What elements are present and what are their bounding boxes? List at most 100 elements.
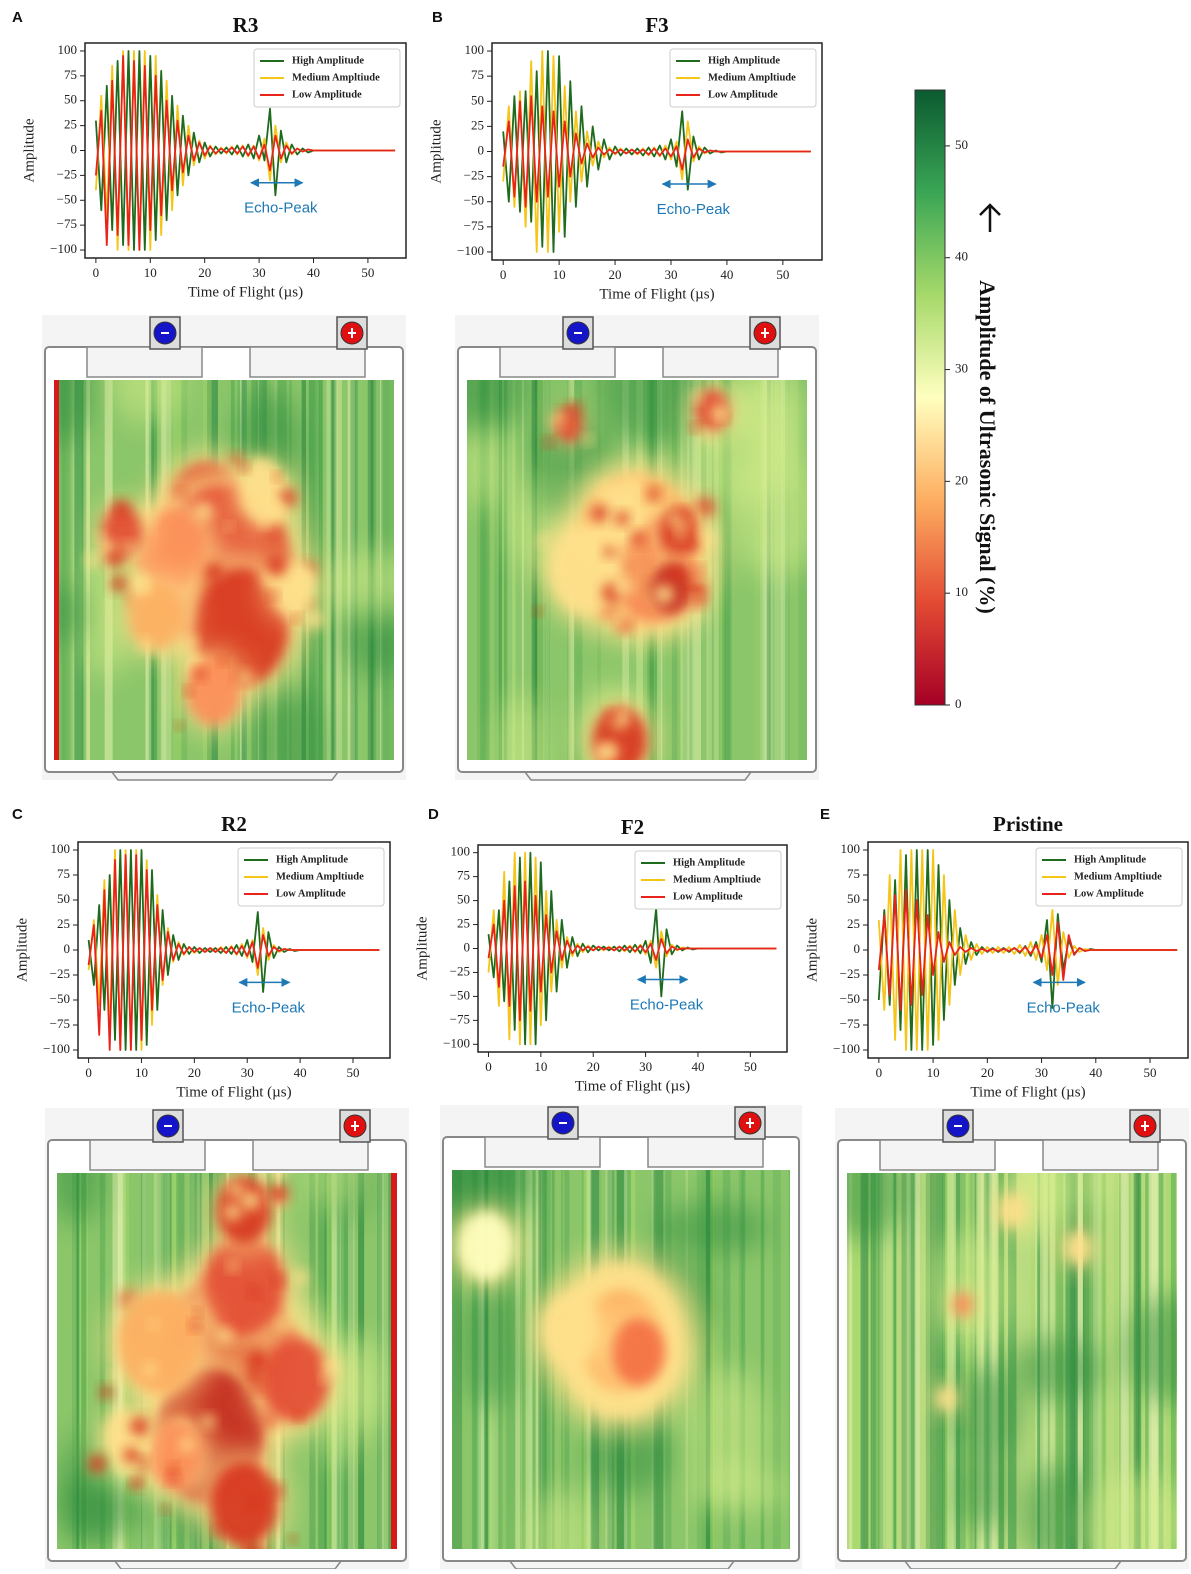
- legend-label: High Amplitude: [708, 55, 780, 66]
- x-tick-label: 30: [664, 267, 677, 282]
- y-tick-label: 100: [465, 42, 485, 57]
- speck: [130, 1417, 149, 1436]
- speck: [240, 463, 249, 472]
- x-tick-label: 10: [927, 1065, 940, 1080]
- speck: [599, 483, 610, 494]
- x-tick-label: 10: [144, 265, 157, 280]
- speck: [577, 534, 598, 555]
- x-tick-label: 0: [85, 1065, 92, 1080]
- x-tick-label: 40: [691, 1059, 704, 1074]
- y-tick-label: 50: [847, 891, 860, 906]
- speck: [266, 555, 287, 576]
- blob: [1065, 1232, 1091, 1265]
- heatmap: [25, 320, 424, 803]
- y-tick-label: 25: [64, 117, 77, 132]
- y-tick-label: −25: [464, 168, 484, 183]
- speck: [711, 405, 729, 423]
- heatmap: [819, 1136, 1191, 1569]
- blob: [953, 1292, 973, 1317]
- y-tick-label: 50: [57, 891, 70, 906]
- speck: [677, 509, 691, 523]
- x-tick-label: 20: [609, 267, 622, 282]
- panel-letter: A: [12, 9, 23, 26]
- speck: [194, 668, 206, 680]
- y-tick-label: 50: [457, 892, 470, 907]
- speck: [568, 403, 581, 416]
- chart-title: F3: [645, 13, 668, 37]
- speck: [293, 567, 314, 588]
- x-tick-label: 50: [1144, 1065, 1157, 1080]
- y-tick-label: −100: [457, 243, 484, 258]
- speck: [249, 1287, 259, 1297]
- y-tick-label: −75: [464, 218, 484, 233]
- shade: [462, 422, 510, 511]
- legend-label: Medium Ampltiude: [292, 72, 380, 83]
- speck: [132, 1473, 144, 1485]
- speck: [606, 711, 618, 723]
- speck: [615, 512, 629, 526]
- edge-strip: [54, 380, 59, 760]
- blob: [543, 1295, 597, 1363]
- blob: [118, 1291, 200, 1393]
- speck: [194, 1309, 201, 1316]
- y-tick-label: 0: [478, 142, 485, 157]
- shade: [495, 694, 547, 818]
- y-tick-label: 25: [847, 916, 860, 931]
- x-tick-label: 0: [500, 267, 507, 282]
- speck: [112, 500, 130, 518]
- speck: [701, 430, 712, 441]
- x-tick-label: 50: [361, 265, 374, 280]
- x-tick-label: 30: [1035, 1065, 1048, 1080]
- speck: [534, 607, 542, 615]
- legend-label: Medium Ampltiude: [1074, 871, 1162, 882]
- speck: [544, 438, 553, 447]
- x-tick-label: 50: [346, 1065, 359, 1080]
- y-tick-label: −100: [43, 1041, 70, 1056]
- battery-tab: [90, 1140, 205, 1170]
- stripe: [532, 1170, 536, 1549]
- edge-strip: [391, 1173, 397, 1549]
- speck: [218, 1328, 232, 1342]
- stripe: [907, 1173, 911, 1549]
- speck: [241, 1191, 261, 1211]
- speck: [176, 489, 186, 499]
- speck: [247, 1496, 260, 1509]
- battery-tab: [648, 1137, 763, 1167]
- y-tick-label: 50: [471, 92, 484, 107]
- speck: [252, 1383, 263, 1394]
- y-axis-label: Amplitude: [428, 119, 444, 184]
- y-axis-label: Amplitude: [804, 918, 820, 983]
- y-axis-label: Amplitude: [414, 916, 430, 981]
- y-tick-label: −50: [450, 987, 470, 1002]
- speck: [615, 616, 627, 628]
- speck: [226, 523, 233, 530]
- y-tick-label: −100: [833, 1041, 860, 1056]
- speck: [273, 473, 281, 481]
- y-tick-label: 0: [854, 941, 861, 956]
- annotation: Echo-Peak: [630, 997, 704, 1014]
- panel-letter: B: [432, 9, 443, 26]
- legend-label: High Amplitude: [292, 55, 364, 66]
- speck: [654, 584, 674, 604]
- blob: [936, 1386, 956, 1411]
- speck: [268, 1184, 288, 1204]
- chart-title: R3: [233, 13, 259, 37]
- stripe: [317, 380, 319, 760]
- stripe: [326, 380, 330, 760]
- legend-label: Low Amplitude: [708, 89, 778, 100]
- y-axis-label: Amplitude: [21, 118, 37, 183]
- battery-tab: [1043, 1140, 1158, 1170]
- annotation: Echo-Peak: [657, 201, 731, 218]
- speck: [260, 521, 268, 529]
- shade: [655, 1202, 769, 1254]
- speck: [110, 575, 127, 592]
- colorbar-tick-label: 10: [955, 584, 968, 599]
- heatmap: [49, 1133, 397, 1562]
- x-tick-label: 40: [1089, 1065, 1102, 1080]
- y-tick-label: −100: [50, 241, 77, 256]
- figure: AR3−100−75−50−25025507510001020304050Tim…: [0, 0, 1191, 1569]
- speck: [213, 1525, 223, 1535]
- stripe: [916, 1173, 920, 1549]
- blob: [999, 1194, 1025, 1227]
- speck: [237, 670, 252, 685]
